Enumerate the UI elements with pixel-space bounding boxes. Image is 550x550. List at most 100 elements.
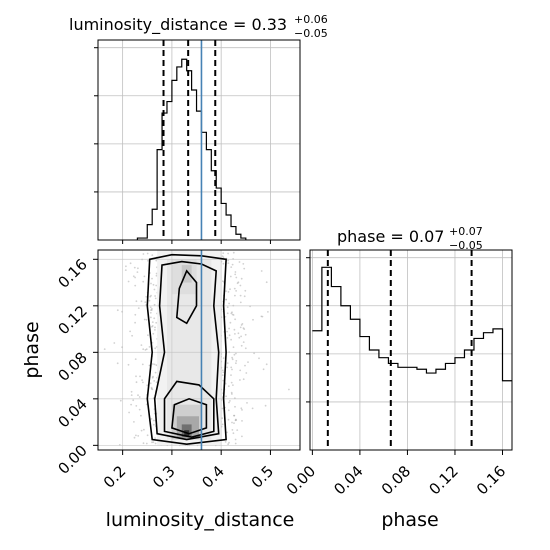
scatter-point [228, 302, 231, 305]
scatter-point [145, 295, 148, 298]
scatter-point [247, 361, 249, 363]
scatter-point [151, 277, 153, 280]
scatter-point [229, 321, 232, 324]
scatter-point [103, 348, 106, 350]
scatter-point [145, 318, 148, 321]
scatter-point [142, 280, 145, 283]
scatter-point [221, 407, 224, 410]
scatter-point [128, 411, 131, 414]
scatter-point [149, 295, 152, 298]
scatter-point [233, 328, 236, 331]
scatter-point [137, 267, 139, 270]
scatter-point [134, 276, 137, 279]
scatter-point [244, 364, 246, 367]
scatter-point [244, 289, 247, 292]
scatter-point [234, 271, 237, 273]
scatter-point [146, 434, 149, 437]
scatter-point [241, 323, 244, 325]
scatter-point [226, 337, 229, 339]
x-tick-label-0: 0.2 [100, 462, 130, 492]
y-tick-label-3: 0.12 [54, 302, 90, 338]
scatter-point [227, 443, 230, 446]
scatter-point [153, 288, 156, 291]
scatter-point [137, 307, 140, 309]
contour-2 [163, 380, 215, 439]
scatter-point [136, 271, 139, 273]
scatter-point [288, 388, 290, 391]
scatter-point [153, 380, 156, 382]
scatter-point [230, 266, 233, 268]
scatter-point [242, 341, 245, 343]
scatter-point [222, 256, 225, 259]
scatter-point [232, 251, 235, 254]
scatter-point [135, 434, 137, 437]
scatter-point [151, 307, 153, 310]
scatter-point [267, 311, 269, 313]
scatter-point [153, 317, 156, 320]
scatter-point [252, 318, 254, 321]
scatter-point [146, 384, 149, 387]
scatter-point [154, 297, 157, 300]
scatter-point [221, 255, 224, 257]
scatter-point [154, 326, 156, 329]
scatter-point [135, 381, 138, 384]
scatter-point [133, 436, 136, 439]
scatter-point [242, 378, 245, 381]
scatter-point [148, 364, 151, 367]
scatter-point [113, 342, 116, 344]
scatter-point [225, 298, 228, 301]
scatter-point [227, 418, 230, 421]
scatter-point [135, 405, 138, 407]
scatter-point [155, 364, 158, 367]
scatter-point [151, 254, 154, 256]
y-tick-label-1: 0.04 [54, 395, 90, 431]
scatter-point [227, 409, 230, 412]
scatter-point [227, 259, 230, 262]
scatter-point [229, 400, 231, 402]
scatter-point [234, 333, 236, 335]
scatter-point [237, 281, 240, 284]
scatter-point [233, 353, 236, 356]
scatter-point [239, 301, 242, 304]
scatter-point [222, 379, 225, 382]
scatter-point [226, 366, 229, 369]
scatter-point [235, 290, 238, 292]
scatter-point [125, 265, 127, 268]
scatter-point [151, 325, 153, 328]
scatter-point [154, 437, 157, 439]
scatter-point [260, 315, 263, 318]
scatter-point [232, 346, 235, 349]
x-tick-label-4: 0.16 [473, 462, 509, 498]
scatter-point [143, 275, 146, 278]
histogram-step-line [312, 266, 512, 382]
scatter-point [150, 294, 152, 297]
luminosity-distance-title: luminosity_distance = 0.33 [69, 15, 287, 35]
scatter-point [129, 262, 132, 265]
contour-4 [175, 269, 198, 325]
scatter-point [235, 360, 238, 362]
density-cell-7 [181, 265, 192, 283]
phase-title-minus: −0.05 [449, 239, 483, 252]
scatter-point [130, 403, 133, 406]
scatter-point [232, 314, 235, 316]
x-axis-label-luminosity-distance: luminosity_distance [106, 509, 295, 531]
scatter-point [232, 384, 234, 386]
scatter-point [264, 404, 267, 407]
scatter-point [234, 318, 237, 321]
scatter-point [134, 321, 137, 324]
scatter-point [231, 393, 233, 395]
scatter-point [132, 275, 135, 278]
scatter-point [224, 441, 227, 443]
scatter-point [240, 277, 243, 280]
scatter-point [149, 311, 152, 314]
x-tick-label-3: 0.5 [248, 462, 278, 492]
contour-3 [171, 397, 208, 435]
scatter-point [155, 381, 158, 384]
scatter-point [244, 347, 247, 350]
scatter-point [251, 407, 254, 410]
phase-title-text: phase = 0.07 [337, 227, 444, 246]
scatter-point [143, 318, 146, 321]
scatter-point [221, 374, 224, 377]
panel-frame [309, 249, 513, 451]
scatter-point [235, 419, 238, 421]
